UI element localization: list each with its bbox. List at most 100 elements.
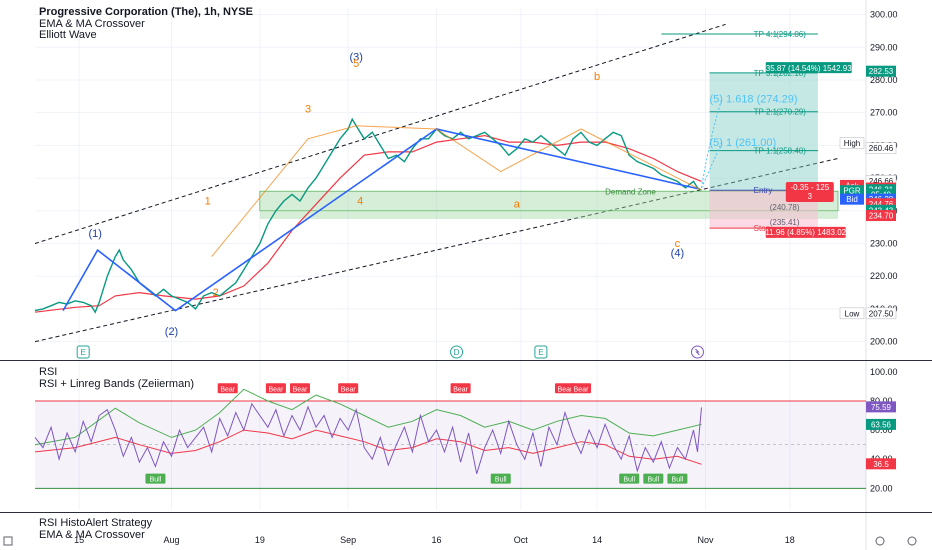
x-tick-label: Oct (514, 535, 529, 545)
x-tick-label: Aug (164, 535, 180, 545)
target-label: TP 3:1 (754, 69, 778, 78)
demand-zone[interactable] (259, 190, 839, 212)
timezone-icon[interactable] (3, 536, 13, 546)
pnl-badge[interactable] (785, 182, 834, 203)
pnl-badge-text: -0.35 - 125 (790, 183, 829, 192)
price-line[interactable] (34, 117, 702, 314)
y-tick-label: 230.00 (870, 239, 898, 249)
price-scale-label[interactable]: 234.70 (869, 212, 894, 221)
rsi-value-badge (866, 418, 896, 430)
stop-info-badge (765, 226, 846, 238)
bull-signal[interactable] (619, 473, 640, 484)
event-marker[interactable] (76, 345, 90, 359)
target-zone[interactable] (709, 72, 818, 191)
bear-signal[interactable] (554, 383, 575, 394)
price-scale-label[interactable]: Low (845, 309, 860, 318)
price-scale-label[interactable]: PGR (843, 187, 861, 196)
price-scale-badge (865, 307, 897, 320)
x-tick-label: 16 (431, 535, 441, 545)
price-scale-label[interactable]: High (844, 139, 860, 148)
rsi-band-upper-line[interactable] (34, 388, 702, 446)
bear-signal[interactable] (265, 383, 286, 394)
wave-label-orange: b (594, 71, 600, 83)
signal-label: Bear (453, 386, 468, 393)
y-tick-label: 300.00 (870, 10, 898, 20)
wave-label-orange: 3 (305, 104, 311, 116)
signal-label: Bull (495, 477, 507, 484)
lower-channel-line[interactable] (34, 157, 839, 343)
bear-signal[interactable] (217, 383, 238, 394)
rsi-y-tick-label: 100.00 (870, 367, 898, 377)
pane-separator-bottom[interactable] (0, 512, 932, 513)
bull-signal[interactable] (490, 473, 511, 484)
signal-label: Bear (574, 386, 589, 393)
settings-gear-icon[interactable] (875, 536, 885, 546)
entry-label: Entry (754, 186, 773, 195)
price-scale-label[interactable]: 260.46 (869, 144, 894, 153)
bull-signal[interactable] (145, 473, 166, 484)
price-scale-label[interactable]: Bid (846, 195, 858, 204)
rsi-y-tick-label: 60.00 (870, 425, 893, 435)
strategy-ema-legend[interactable]: EMA & MA Crossover (39, 529, 145, 541)
stop-info-text: 11.96 (4.85%) 1483.02 (765, 228, 846, 237)
event-marker[interactable] (450, 345, 464, 359)
wave-label-orange: c (675, 238, 681, 250)
strategy-legend[interactable]: RSI HistoAlert Strategy (39, 517, 153, 529)
bear-signal[interactable] (289, 383, 310, 394)
rsi-band-lower-line[interactable] (34, 429, 702, 465)
indicator-legend-ema[interactable]: EMA & MA Crossover (39, 18, 145, 30)
elliott-wave-blue[interactable] (62, 128, 698, 312)
signal-label: Bear (220, 386, 235, 393)
signal-label: Bull (623, 477, 635, 484)
price-scale-label[interactable]: 244.76 (869, 200, 894, 209)
wave-label-blue: (4) (671, 248, 684, 260)
y-tick-label: 220.00 (870, 271, 898, 281)
target-price: (258.40) (776, 147, 806, 156)
elliott-wave-orange[interactable] (211, 125, 702, 257)
demand-zone-label: Demand Zone (605, 187, 656, 196)
x-tick-label: Nov (697, 535, 714, 545)
price-in-box: (240.78) (770, 203, 800, 212)
event-marker[interactable] (534, 345, 548, 359)
wave-label-orange: 4 (357, 195, 363, 207)
wave-label-blue: (3) (349, 51, 362, 63)
bear-signal[interactable] (571, 383, 592, 394)
target-price: (270.29) (776, 108, 806, 117)
x-tick-label: Sep (340, 535, 356, 545)
rsi-value-label[interactable]: 75.59 (871, 403, 892, 412)
wave-label-orange: 1 (205, 195, 211, 207)
projection-arrow (700, 99, 723, 188)
bolt-icon (695, 348, 700, 356)
rsi-y-tick-label: 20.00 (870, 483, 893, 493)
ema-line[interactable] (34, 134, 702, 313)
x-tick-label: 14 (592, 535, 602, 545)
pane-separator-rsi[interactable] (0, 360, 932, 361)
wave-label-blue: (1) (88, 228, 101, 240)
bull-signal[interactable] (643, 473, 664, 484)
rsi-linreg-legend[interactable]: RSI + Linreg Bands (Zeiierman) (39, 378, 194, 390)
target-label: TP 4:1 (754, 30, 778, 39)
signal-label: Bull (647, 477, 659, 484)
upper-channel-line[interactable] (34, 23, 726, 244)
bear-signal[interactable] (338, 383, 359, 394)
bull-signal[interactable] (667, 473, 688, 484)
rsi-value-label[interactable]: 63.56 (871, 420, 892, 429)
price-scale-label[interactable]: 246.66 (869, 177, 894, 186)
bear-signal[interactable] (450, 383, 471, 394)
indicator-legend-elliott[interactable]: Elliott Wave (39, 29, 97, 41)
rsi-line[interactable] (34, 402, 702, 474)
price-scale-badge (839, 307, 865, 320)
demand-zone-lower[interactable] (259, 210, 839, 219)
target-label: TP 1:1 (754, 147, 778, 156)
stop-label: Stop (754, 224, 771, 233)
y-tick-label: 290.00 (870, 42, 898, 52)
reset-chart-icon[interactable] (907, 536, 917, 546)
price-scale-label[interactable]: 282.53 (869, 67, 894, 76)
price-scale-label[interactable]: 207.50 (869, 309, 894, 318)
rsi-legend[interactable]: RSI (39, 366, 58, 378)
signal-label: Bull (672, 477, 684, 484)
y-tick-label: 270.00 (870, 108, 898, 118)
rsi-value-label[interactable]: 36.5 (873, 460, 889, 469)
